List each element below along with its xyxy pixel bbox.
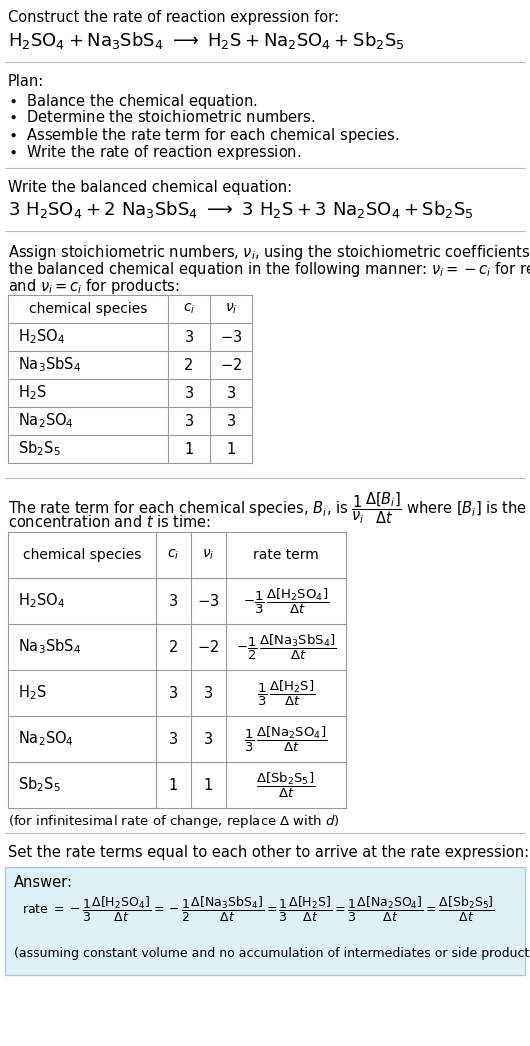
Text: Write the balanced chemical equation:: Write the balanced chemical equation: xyxy=(8,180,292,195)
Text: 3: 3 xyxy=(184,413,193,429)
Text: The rate term for each chemical species, $B_i$, is $\dfrac{1}{\nu_i}\dfrac{\Delt: The rate term for each chemical species,… xyxy=(8,490,530,525)
Text: 3: 3 xyxy=(169,685,178,701)
Text: 3: 3 xyxy=(169,593,178,609)
Text: 3: 3 xyxy=(169,731,178,747)
Text: $\mathrm{3\ H_2SO_4 + 2\ Na_3SbS_4 \ \longrightarrow \ 3\ H_2S + 3\ Na_2SO_4 + S: $\mathrm{3\ H_2SO_4 + 2\ Na_3SbS_4 \ \lo… xyxy=(8,199,474,220)
Text: $\dfrac{1}{3}\,\dfrac{\Delta[\mathrm{H_2S}]}{\Delta t}$: $\dfrac{1}{3}\,\dfrac{\Delta[\mathrm{H_2… xyxy=(257,679,315,707)
Text: chemical species: chemical species xyxy=(23,548,141,562)
Text: $-2$: $-2$ xyxy=(220,357,242,373)
Text: $\mathrm{Na_3SbS_4}$: $\mathrm{Na_3SbS_4}$ xyxy=(18,356,81,374)
Text: rate $= -\dfrac{1}{3}\dfrac{\Delta[\mathrm{H_2SO_4}]}{\Delta t} = -\dfrac{1}{2}\: rate $= -\dfrac{1}{3}\dfrac{\Delta[\math… xyxy=(22,895,495,924)
Text: $\dfrac{\Delta[\mathrm{Sb_2S_5}]}{\Delta t}$: $\dfrac{\Delta[\mathrm{Sb_2S_5}]}{\Delta… xyxy=(257,771,316,799)
Text: $\mathrm{Na_3SbS_4}$: $\mathrm{Na_3SbS_4}$ xyxy=(18,638,81,656)
Text: Plan:: Plan: xyxy=(8,74,44,89)
Text: 3: 3 xyxy=(184,329,193,344)
Bar xyxy=(5,867,525,975)
Text: 1: 1 xyxy=(226,441,236,456)
Text: (for infinitesimal rate of change, replace $\Delta$ with $d$): (for infinitesimal rate of change, repla… xyxy=(8,813,340,829)
Text: 1: 1 xyxy=(184,441,193,456)
Text: $\bullet$  Assemble the rate term for each chemical species.: $\bullet$ Assemble the rate term for eac… xyxy=(8,126,399,145)
Text: Construct the rate of reaction expression for:: Construct the rate of reaction expressio… xyxy=(8,10,339,25)
Text: 3: 3 xyxy=(204,731,213,747)
Text: (assuming constant volume and no accumulation of intermediates or side products): (assuming constant volume and no accumul… xyxy=(14,947,530,960)
Text: 3: 3 xyxy=(226,413,235,429)
Text: and $\nu_i = c_i$ for products:: and $\nu_i = c_i$ for products: xyxy=(8,277,180,296)
Text: $-\dfrac{1}{2}\,\dfrac{\Delta[\mathrm{Na_3SbS_4}]}{\Delta t}$: $-\dfrac{1}{2}\,\dfrac{\Delta[\mathrm{Na… xyxy=(236,633,337,662)
Text: $-3$: $-3$ xyxy=(197,593,219,609)
Text: 3: 3 xyxy=(184,386,193,401)
Text: concentration and $t$ is time:: concentration and $t$ is time: xyxy=(8,514,211,530)
Text: $c_i$: $c_i$ xyxy=(183,302,195,316)
Text: 3: 3 xyxy=(226,386,235,401)
Text: the balanced chemical equation in the following manner: $\nu_i = -c_i$ for react: the balanced chemical equation in the fo… xyxy=(8,260,530,279)
Text: 2: 2 xyxy=(169,639,178,655)
Text: Answer:: Answer: xyxy=(14,876,73,890)
Text: $\nu_i$: $\nu_i$ xyxy=(202,548,215,562)
Text: $\mathrm{H_2SO_4 + Na_3SbS_4 \ \longrightarrow \ H_2S + Na_2SO_4 + Sb_2S_5}$: $\mathrm{H_2SO_4 + Na_3SbS_4 \ \longrigh… xyxy=(8,30,405,51)
Text: $-\dfrac{1}{3}\,\dfrac{\Delta[\mathrm{H_2SO_4}]}{\Delta t}$: $-\dfrac{1}{3}\,\dfrac{\Delta[\mathrm{H_… xyxy=(243,587,329,616)
Text: $\mathrm{H_2S}$: $\mathrm{H_2S}$ xyxy=(18,384,47,403)
Text: 1: 1 xyxy=(169,777,178,793)
Text: chemical species: chemical species xyxy=(29,302,147,316)
Text: $\mathrm{Na_2SO_4}$: $\mathrm{Na_2SO_4}$ xyxy=(18,412,74,430)
Text: rate term: rate term xyxy=(253,548,319,562)
Text: $\mathrm{Sb_2S_5}$: $\mathrm{Sb_2S_5}$ xyxy=(18,439,61,458)
Text: $\bullet$  Balance the chemical equation.: $\bullet$ Balance the chemical equation. xyxy=(8,92,258,111)
Text: $c_i$: $c_i$ xyxy=(167,548,180,562)
Text: $\dfrac{1}{3}\,\dfrac{\Delta[\mathrm{Na_2SO_4}]}{\Delta t}$: $\dfrac{1}{3}\,\dfrac{\Delta[\mathrm{Na_… xyxy=(244,725,328,753)
Text: $-2$: $-2$ xyxy=(198,639,219,655)
Text: $\mathrm{Sb_2S_5}$: $\mathrm{Sb_2S_5}$ xyxy=(18,776,61,794)
Text: $\mathrm{Na_2SO_4}$: $\mathrm{Na_2SO_4}$ xyxy=(18,730,74,748)
Text: Assign stoichiometric numbers, $\nu_i$, using the stoichiometric coefficients, $: Assign stoichiometric numbers, $\nu_i$, … xyxy=(8,243,530,262)
Text: Set the rate terms equal to each other to arrive at the rate expression:: Set the rate terms equal to each other t… xyxy=(8,845,529,860)
Text: $\mathrm{H_2SO_4}$: $\mathrm{H_2SO_4}$ xyxy=(18,592,65,611)
Text: $-3$: $-3$ xyxy=(220,329,242,345)
Text: 2: 2 xyxy=(184,358,193,372)
Text: 1: 1 xyxy=(204,777,213,793)
Text: $\bullet$  Write the rate of reaction expression.: $\bullet$ Write the rate of reaction exp… xyxy=(8,143,302,162)
Text: $\nu_i$: $\nu_i$ xyxy=(225,302,237,316)
Text: $\bullet$  Determine the stoichiometric numbers.: $\bullet$ Determine the stoichiometric n… xyxy=(8,109,315,126)
Text: $\mathrm{H_2S}$: $\mathrm{H_2S}$ xyxy=(18,684,47,702)
Text: 3: 3 xyxy=(204,685,213,701)
Text: $\mathrm{H_2SO_4}$: $\mathrm{H_2SO_4}$ xyxy=(18,327,65,346)
